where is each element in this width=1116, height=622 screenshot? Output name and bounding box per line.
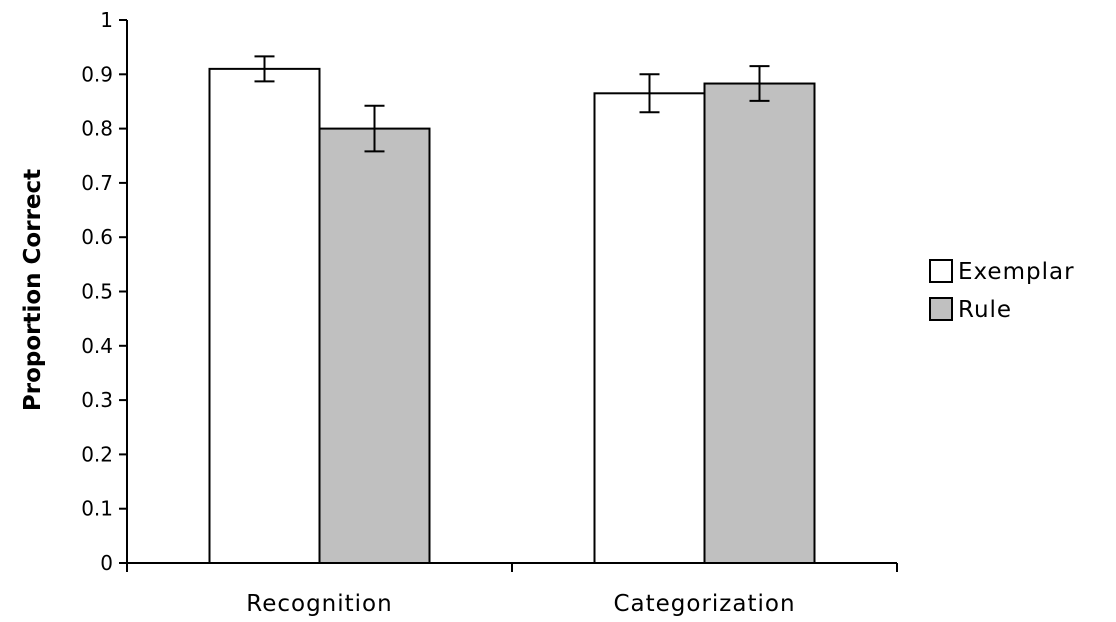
- y-tick-label: 0.9: [81, 62, 113, 86]
- y-tick-label: 0.8: [81, 117, 113, 141]
- y-tick-label: 0.2: [81, 442, 113, 466]
- error-bars: [254, 55, 770, 153]
- legend-swatch-rule: [929, 297, 953, 321]
- bar-exemplar-categorization: [593, 92, 706, 565]
- y-axis-title: Proportion Correct: [20, 169, 46, 411]
- bars: [208, 67, 816, 565]
- x-category-label: Recognition: [246, 591, 392, 617]
- y-tick-label: 0.3: [81, 388, 113, 412]
- y-axis: 0 0.1 0.2 0.3 0.4 0.5 0.6 0.7 0.8 0.9 1: [81, 8, 128, 575]
- legend: Exemplar Rule: [929, 259, 1075, 323]
- legend-swatch-exemplar: [929, 259, 953, 283]
- y-tick-label: 0.6: [81, 225, 113, 249]
- x-axis: Recognition Categorization: [126, 562, 898, 617]
- y-tick-label: 0: [100, 551, 113, 575]
- bar-exemplar-recognition: [208, 67, 321, 565]
- bar-rule-categorization: [703, 82, 816, 564]
- legend-label-exemplar: Exemplar: [958, 259, 1075, 285]
- y-tick-label: 0.1: [81, 497, 113, 521]
- x-category-label: Categorization: [613, 591, 795, 617]
- legend-label-rule: Rule: [958, 297, 1012, 323]
- y-tick-label: 0.5: [81, 280, 113, 304]
- y-tick-label: 1: [100, 8, 113, 32]
- bar-rule-recognition: [318, 127, 431, 564]
- y-tick-label: 0.4: [81, 334, 113, 358]
- y-tick-label: 0.7: [81, 171, 113, 195]
